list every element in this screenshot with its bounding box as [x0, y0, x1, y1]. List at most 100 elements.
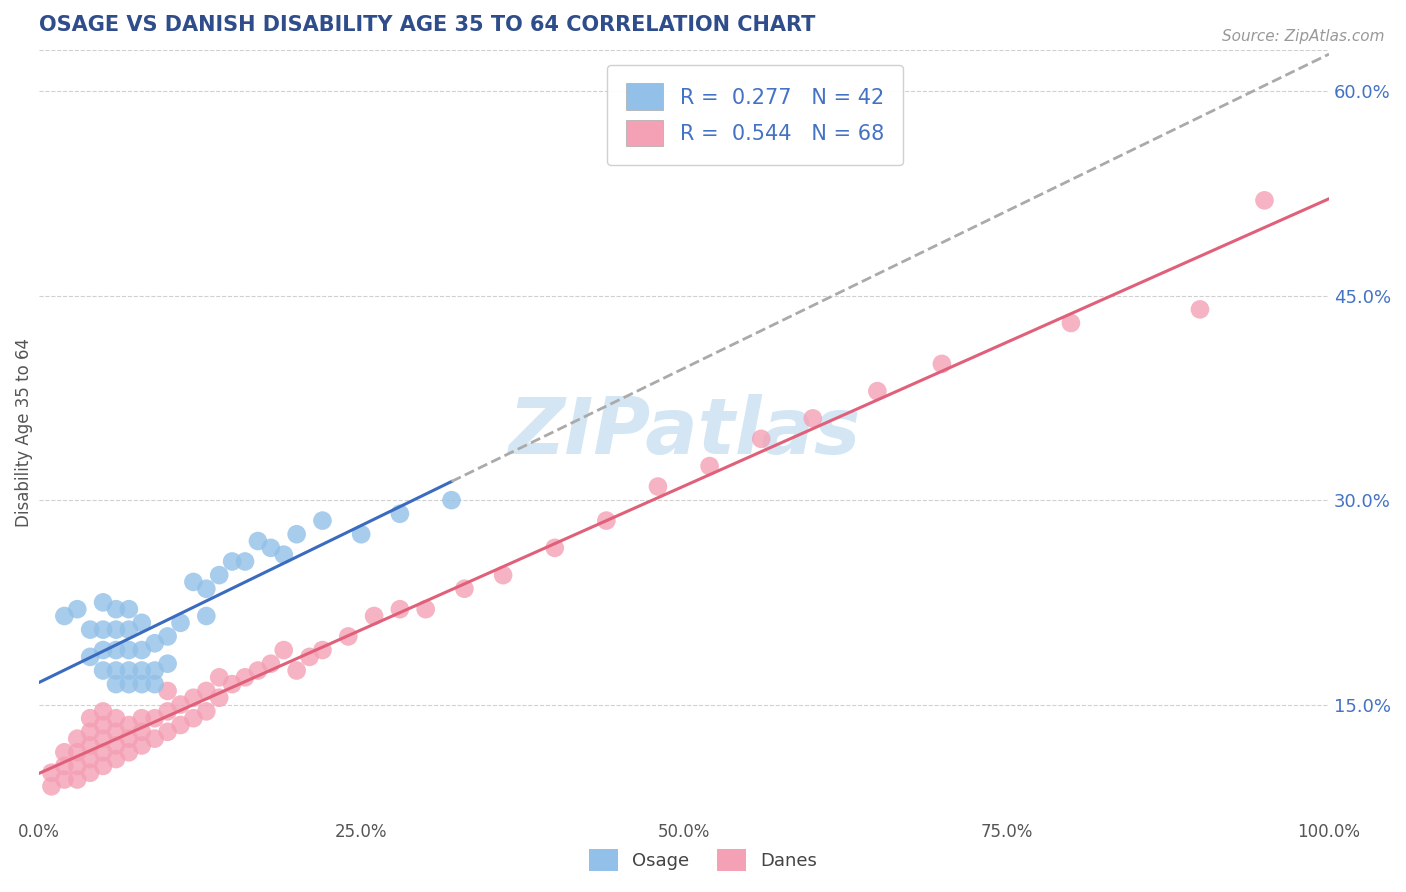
Point — [79, 649, 101, 664]
Point — [285, 527, 308, 541]
Point — [273, 643, 295, 657]
Point — [41, 765, 63, 780]
Point — [79, 739, 101, 753]
Point — [221, 554, 243, 568]
Point — [285, 664, 308, 678]
Point — [273, 548, 295, 562]
Point — [66, 745, 89, 759]
Point — [118, 731, 141, 746]
Point — [208, 690, 231, 705]
Point — [79, 752, 101, 766]
Point — [156, 657, 179, 671]
Point — [866, 384, 889, 398]
Point — [79, 623, 101, 637]
Point — [1060, 316, 1083, 330]
Point — [143, 636, 166, 650]
Point — [131, 739, 153, 753]
Point — [118, 664, 141, 678]
Point — [91, 718, 114, 732]
Point — [143, 664, 166, 678]
Point — [388, 507, 411, 521]
Point — [363, 609, 385, 624]
Point — [311, 514, 333, 528]
Point — [53, 759, 76, 773]
Point — [169, 698, 191, 712]
Point — [169, 718, 191, 732]
Point — [1253, 194, 1275, 208]
Point — [66, 602, 89, 616]
Y-axis label: Disability Age 35 to 64: Disability Age 35 to 64 — [15, 337, 32, 526]
Point — [183, 711, 205, 725]
Point — [699, 459, 721, 474]
Point — [104, 724, 127, 739]
Point — [104, 623, 127, 637]
Point — [53, 772, 76, 787]
Point — [246, 534, 269, 549]
Point — [79, 711, 101, 725]
Point — [131, 677, 153, 691]
Point — [131, 643, 153, 657]
Text: OSAGE VS DANISH DISABILITY AGE 35 TO 64 CORRELATION CHART: OSAGE VS DANISH DISABILITY AGE 35 TO 64 … — [38, 15, 815, 35]
Point — [118, 623, 141, 637]
Text: Source: ZipAtlas.com: Source: ZipAtlas.com — [1222, 29, 1385, 44]
Point — [647, 479, 669, 493]
Point — [118, 677, 141, 691]
Point — [156, 724, 179, 739]
Point — [79, 724, 101, 739]
Point — [350, 527, 373, 541]
Point — [195, 582, 218, 596]
Point — [453, 582, 475, 596]
Point — [415, 602, 437, 616]
Point — [41, 780, 63, 794]
Point — [595, 514, 617, 528]
Point — [169, 615, 191, 630]
Legend: R =  0.277   N = 42, R =  0.544   N = 68: R = 0.277 N = 42, R = 0.544 N = 68 — [607, 65, 903, 165]
Point — [143, 677, 166, 691]
Point — [388, 602, 411, 616]
Point — [91, 705, 114, 719]
Point — [260, 541, 283, 555]
Point — [208, 670, 231, 684]
Point — [91, 623, 114, 637]
Point — [118, 602, 141, 616]
Point — [195, 684, 218, 698]
Point — [208, 568, 231, 582]
Point — [91, 595, 114, 609]
Point — [131, 711, 153, 725]
Point — [749, 432, 772, 446]
Point — [298, 649, 321, 664]
Point — [183, 690, 205, 705]
Point — [311, 643, 333, 657]
Text: ZIPatlas: ZIPatlas — [508, 394, 860, 470]
Point — [544, 541, 567, 555]
Point — [104, 664, 127, 678]
Point — [91, 731, 114, 746]
Point — [53, 609, 76, 624]
Point — [337, 629, 360, 643]
Point — [66, 759, 89, 773]
Point — [104, 711, 127, 725]
Point — [91, 759, 114, 773]
Point — [53, 745, 76, 759]
Point — [221, 677, 243, 691]
Point — [801, 411, 824, 425]
Point — [104, 677, 127, 691]
Point — [118, 718, 141, 732]
Point — [91, 745, 114, 759]
Point — [143, 731, 166, 746]
Point — [183, 574, 205, 589]
Point — [118, 643, 141, 657]
Point — [195, 705, 218, 719]
Point — [91, 664, 114, 678]
Point — [66, 772, 89, 787]
Point — [156, 684, 179, 698]
Legend: Osage, Danes: Osage, Danes — [582, 842, 824, 879]
Point — [195, 609, 218, 624]
Point — [246, 664, 269, 678]
Point — [118, 745, 141, 759]
Point — [104, 739, 127, 753]
Point — [233, 670, 256, 684]
Point — [91, 643, 114, 657]
Point — [104, 602, 127, 616]
Point — [104, 643, 127, 657]
